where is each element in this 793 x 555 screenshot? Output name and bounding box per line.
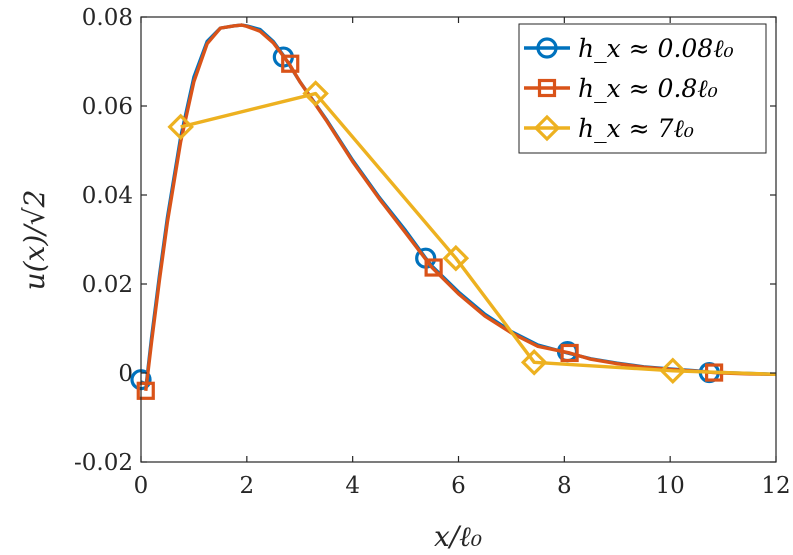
x-tick-label: 12 <box>761 473 790 499</box>
y-tick-label: 0.02 <box>82 272 133 298</box>
x-tick-label: 8 <box>557 473 572 499</box>
legend-label: h_x ≈ 7ℓ₀ <box>578 114 694 143</box>
data-point-diamond <box>442 244 470 272</box>
data-point-diamond <box>302 80 329 107</box>
data-point-square <box>560 343 579 363</box>
y-tick-label: 0.04 <box>82 183 133 209</box>
y-tick-label: 0.06 <box>82 94 133 120</box>
data-point-diamond <box>167 113 194 141</box>
y-axis-label: u(x)/√2 <box>18 190 51 291</box>
legend-entry: h_x ≈ 7ℓ₀ <box>524 114 694 143</box>
data-point-square <box>424 258 443 277</box>
legend: h_x ≈ 0.08ℓ₀ h_x ≈ 0.8ℓ₀ h_x ≈ 7ℓ₀ <box>518 23 767 154</box>
legend-items: h_x ≈ 0.08ℓ₀ h_x ≈ 0.8ℓ₀ h_x ≈ 7ℓ₀ <box>524 34 734 143</box>
y-axis-label-text: u(x)/√2 <box>18 190 51 291</box>
legend-entry: h_x ≈ 0.08ℓ₀ <box>524 34 734 63</box>
legend-label: h_x ≈ 0.08ℓ₀ <box>578 34 734 63</box>
series-3 <box>167 80 777 385</box>
legend-marker-diamond <box>533 114 561 142</box>
data-point-diamond <box>520 349 548 376</box>
x-tick-label: 4 <box>345 473 360 499</box>
y-tick-label: -0.02 <box>74 450 133 476</box>
x-tick-label: 10 <box>656 473 685 499</box>
legend-label: h_x ≈ 0.8ℓ₀ <box>578 74 718 103</box>
x-tick-label: 6 <box>451 473 466 499</box>
x-axis-label-text: x/ℓ₀ <box>434 520 482 553</box>
series-line <box>180 91 777 377</box>
x-tick-label: 2 <box>240 473 255 499</box>
x-tick-label: 0 <box>134 473 149 499</box>
legend-marker-circle <box>536 37 558 59</box>
data-point-diamond <box>659 357 687 385</box>
y-tick-label: 0.08 <box>82 5 133 31</box>
data-point-square <box>281 54 300 73</box>
legend-marker-square <box>537 78 557 98</box>
y-tick-label: 0 <box>118 361 133 387</box>
x-axis-label: x/ℓ₀ <box>434 520 482 553</box>
legend-entry: h_x ≈ 0.8ℓ₀ <box>524 74 718 103</box>
data-point-square <box>136 381 155 400</box>
